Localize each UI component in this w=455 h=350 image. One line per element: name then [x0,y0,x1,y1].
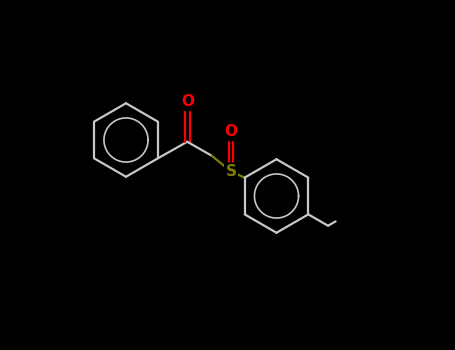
Text: O: O [224,124,238,139]
Text: O: O [181,94,194,109]
Text: S: S [226,164,237,179]
